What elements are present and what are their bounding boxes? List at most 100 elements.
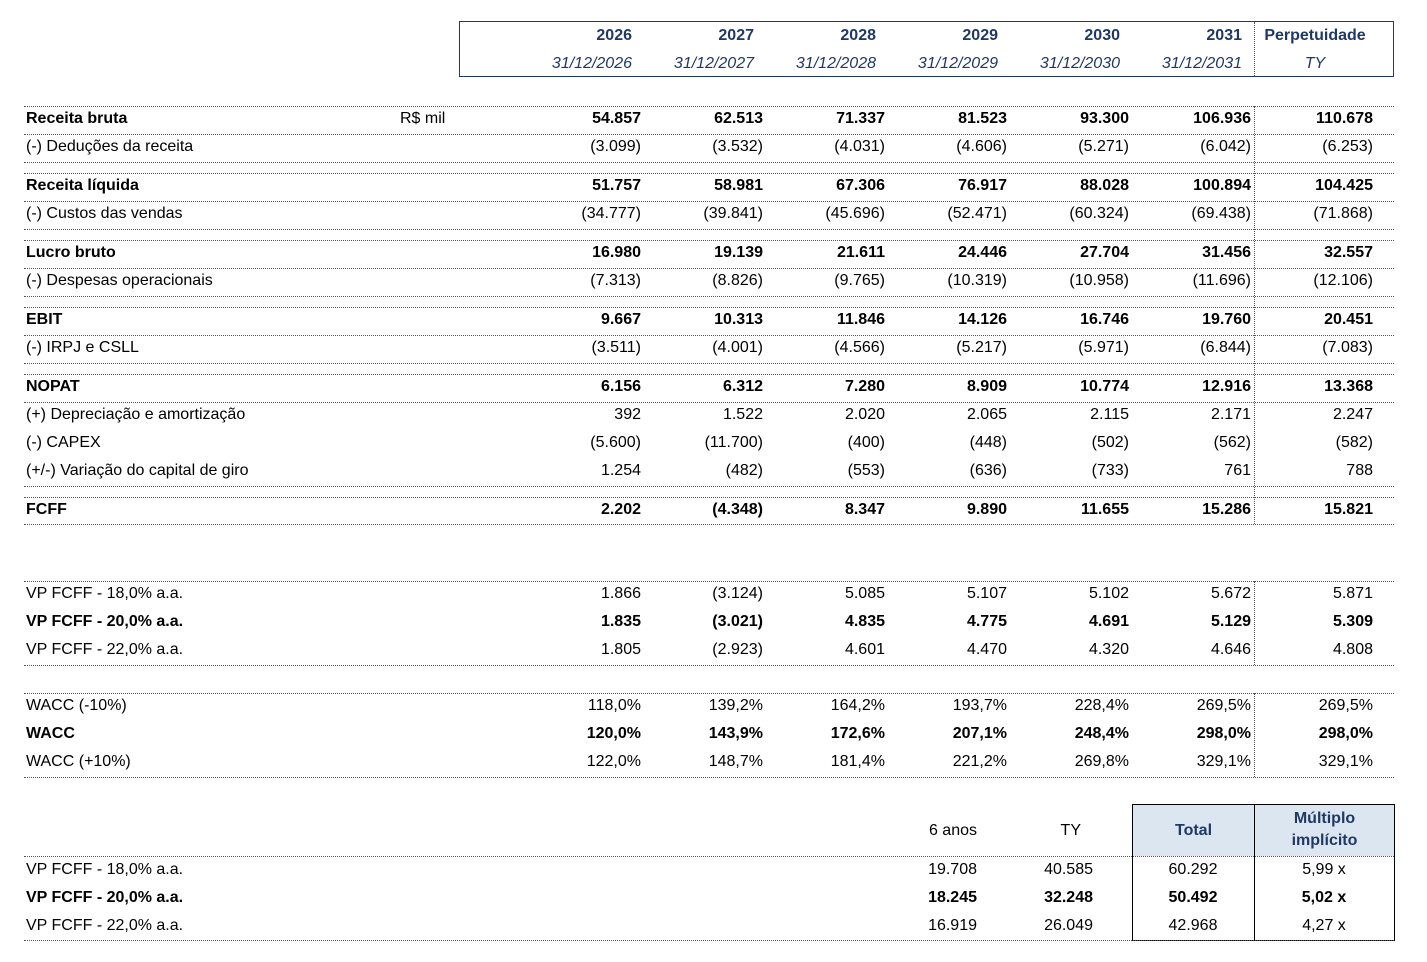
table-cell: 5.107 <box>966 585 1007 602</box>
column-date: 31/12/2030 <box>1039 55 1120 72</box>
row-divider <box>24 497 1394 498</box>
row-divider <box>24 134 1394 135</box>
summary-six-years: 16.919 <box>928 917 977 934</box>
table-cell: (6.042) <box>1200 138 1251 155</box>
summary-multiple: 4,27 x <box>1302 917 1346 934</box>
row-divider <box>24 335 1394 336</box>
table-cell: 93.300 <box>1080 110 1129 127</box>
column-date: 31/12/2031 <box>1161 55 1242 72</box>
table-cell: 4.691 <box>1088 613 1129 630</box>
table-cell: (3.511) <box>591 339 641 356</box>
table-cell: 13.368 <box>1324 378 1373 395</box>
table-cell: 4.808 <box>1332 641 1373 658</box>
row-divider <box>24 268 1394 269</box>
table-cell: 58.981 <box>714 177 763 194</box>
table-cell: 24.446 <box>958 244 1007 261</box>
row-label: Receita bruta <box>26 110 128 127</box>
row-divider <box>24 106 1394 107</box>
table-cell: 207,1% <box>952 725 1007 742</box>
table-cell: 104.425 <box>1315 177 1373 194</box>
table-cell: (11.696) <box>1192 272 1251 289</box>
table-row: (-) IRPJ e CSLL (3.511) (4.001) (4.566) (5.2… <box>24 335 1394 363</box>
table-cell: (502) <box>1091 434 1129 451</box>
table-cell: 221,2% <box>952 753 1007 770</box>
table-cell: (71.868) <box>1313 205 1373 222</box>
table-cell: 2.171 <box>1210 406 1251 423</box>
table-cell: 122,0% <box>586 753 641 770</box>
table-cell: 16.746 <box>1080 311 1129 328</box>
table-cell: 14.126 <box>958 311 1007 328</box>
table-cell: (12.106) <box>1313 272 1373 289</box>
table-cell: 269,8% <box>1074 753 1129 770</box>
table-cell: 2.020 <box>844 406 885 423</box>
table-cell: 269,5% <box>1196 697 1251 714</box>
table-cell: (3.532) <box>712 138 763 155</box>
table-cell: 19.760 <box>1202 311 1251 328</box>
table-cell: 10.774 <box>1080 378 1129 395</box>
row-label: (-) Custos das vendas <box>26 205 183 222</box>
table-cell: (448) <box>969 434 1007 451</box>
table-cell: 32.557 <box>1324 244 1373 261</box>
column-date: 31/12/2026 <box>551 55 632 72</box>
table-cell: (636) <box>969 462 1007 479</box>
table-cell: (10.319) <box>947 272 1007 289</box>
column-date: 31/12/2028 <box>795 55 876 72</box>
table-cell: 228,4% <box>1074 697 1129 714</box>
row-divider <box>24 402 1394 403</box>
summary-six-years: 18.245 <box>928 889 977 906</box>
table-cell: (733) <box>1091 462 1129 479</box>
summary-header-fill <box>1133 805 1394 856</box>
table-cell: 4.601 <box>844 641 885 658</box>
summary-divider <box>1254 805 1255 940</box>
table-cell: 148,7% <box>708 753 763 770</box>
summary-header-six-years: 6 anos <box>928 822 977 839</box>
table-cell: 7.280 <box>844 378 885 395</box>
table-row: (+/-) Variação do capital de giro 1.254 (4… <box>24 458 1394 486</box>
table-cell: 20.451 <box>1324 311 1373 328</box>
table-row: (-) CAPEX (5.600) (11.700) (400) (448) (502) (… <box>24 430 1394 458</box>
table-cell: 31.456 <box>1202 244 1251 261</box>
summary-total: 50.492 <box>1168 889 1218 906</box>
table-cell: 392 <box>614 406 641 423</box>
summary-header-multiple-line1: Múltiplo <box>1293 810 1356 827</box>
summary-total: 60.292 <box>1168 861 1218 878</box>
row-label: Lucro bruto <box>26 244 116 261</box>
table-cell: 6.312 <box>722 378 763 395</box>
summary-total: 42.968 <box>1168 917 1218 934</box>
table-cell: 172,6% <box>830 725 885 742</box>
table-cell: (6.844) <box>1200 339 1251 356</box>
row-label: (-) Deduções da receita <box>26 138 194 155</box>
table-cell: 329,1% <box>1318 753 1373 770</box>
summary-row: VP FCFF - 20,0% a.a. 18.245 32.248 50.492 5,… <box>24 885 1394 913</box>
table-cell: 9.667 <box>600 311 641 328</box>
row-divider <box>24 581 1394 582</box>
row-label: EBIT <box>26 311 63 328</box>
table-cell: (5.217) <box>956 339 1007 356</box>
table-row: VP FCFF - 22,0% a.a. 1.805 (2.923) 4.601 4.4… <box>24 637 1394 665</box>
row-divider <box>24 162 1394 163</box>
table-row: EBIT 9.667 10.313 11.846 14.126 16.746 19.760 2… <box>24 307 1394 335</box>
table-cell: (2.923) <box>712 641 763 658</box>
table-cell: 4.646 <box>1210 641 1251 658</box>
table-cell: 110.678 <box>1316 110 1373 127</box>
table-cell: (4.031) <box>834 138 885 155</box>
table-cell: (3.099) <box>590 138 641 155</box>
row-divider <box>24 201 1394 202</box>
table-cell: 11.846 <box>836 311 885 328</box>
table-row: WACC (-10%) 118,0% 139,2% 164,2% 193,7% 228,4… <box>24 693 1394 721</box>
table-cell: 2.115 <box>1090 406 1129 423</box>
row-divider <box>24 363 1394 364</box>
table-cell: (582) <box>1335 434 1373 451</box>
table-cell: 5.871 <box>1332 585 1373 602</box>
table-cell: (52.471) <box>947 205 1007 222</box>
table-cell: 298,0% <box>1318 725 1373 742</box>
table-cell: 15.286 <box>1202 501 1251 518</box>
table-cell: (4.606) <box>956 138 1007 155</box>
table-cell: (482) <box>725 462 763 479</box>
summary-header-multiple-line2: implícito <box>1291 832 1358 849</box>
row-label: (-) Despesas operacionais <box>26 272 213 289</box>
table-cell: (11.700) <box>704 434 763 451</box>
column-year: 2027 <box>718 27 754 44</box>
table-cell: (3.021) <box>712 613 763 630</box>
summary-ty: 40.585 <box>1044 861 1093 878</box>
